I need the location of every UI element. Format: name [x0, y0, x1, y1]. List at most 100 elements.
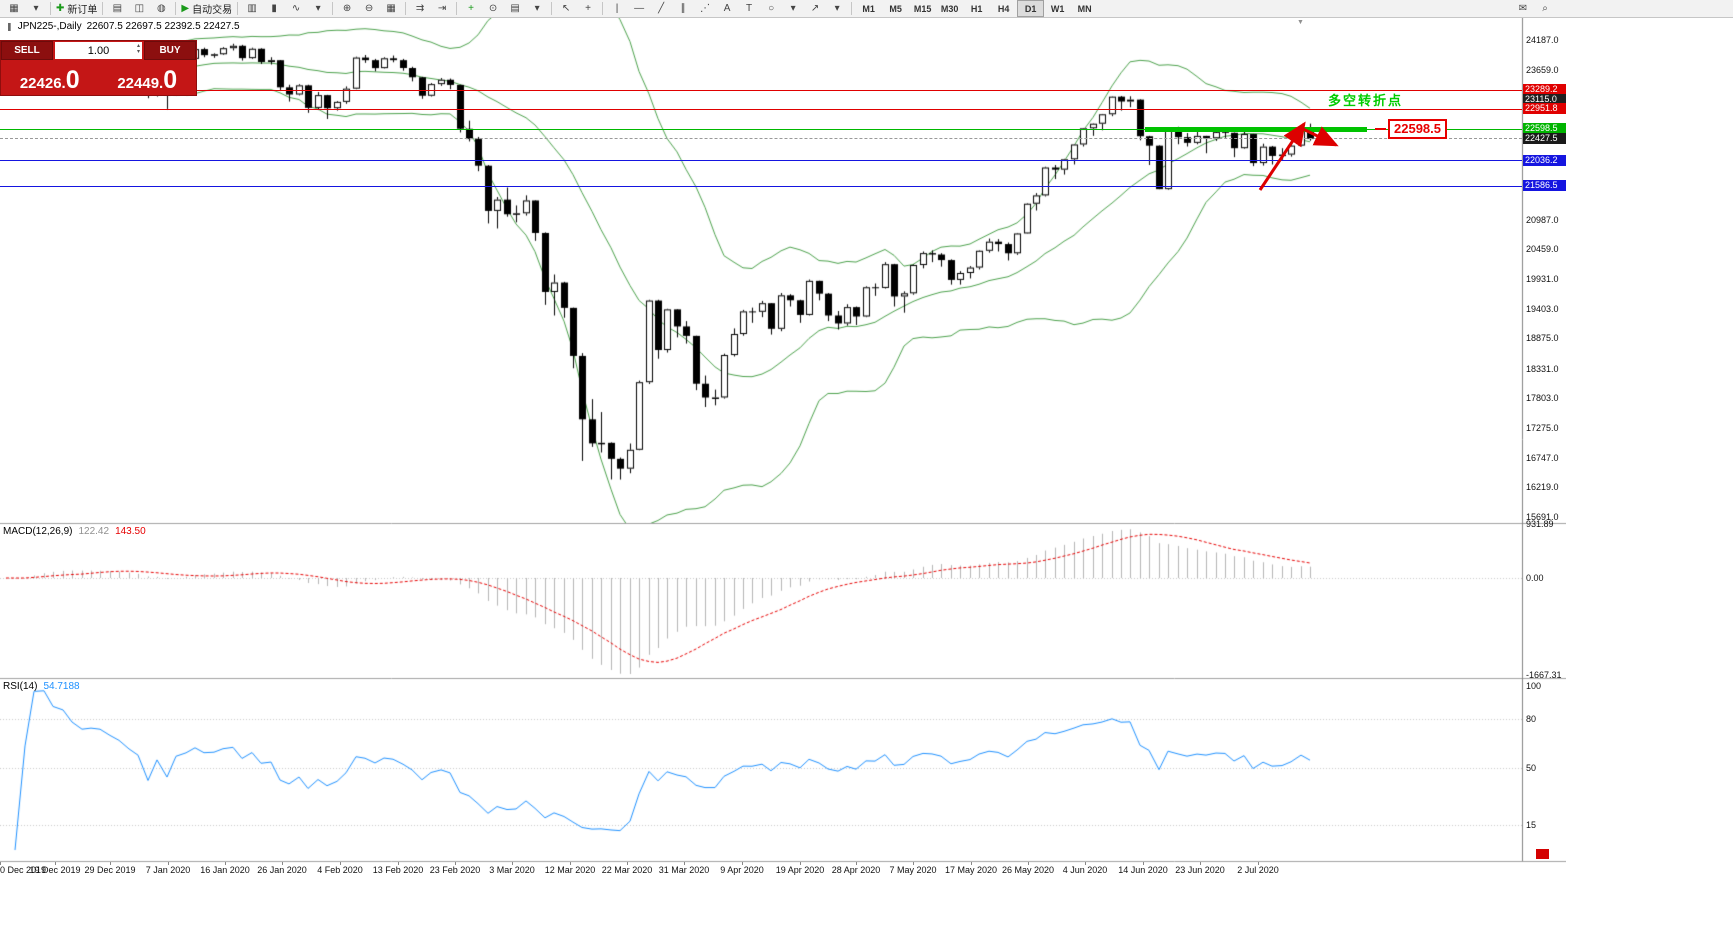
buy-button[interactable]: BUY: [144, 41, 196, 60]
price-label-23115.0: 23115.0: [1523, 94, 1566, 105]
timeframe-m15[interactable]: M15: [913, 3, 932, 14]
timeframe-d1[interactable]: D1: [1017, 0, 1045, 17]
alert-icon[interactable]: [1536, 849, 1549, 859]
price-label-21586.5: 21586.5: [1523, 180, 1566, 191]
chart-window: ▼ ❚ JPN225-,Daily 22607.5 22697.5 22392.…: [0, 18, 1566, 940]
price-axis-label: 16219.0: [1526, 482, 1559, 493]
chart-shift-icon[interactable]: ⇥: [431, 1, 453, 16]
add-indicator-icon[interactable]: +: [460, 1, 482, 16]
hline-22951.8[interactable]: [0, 109, 1522, 110]
charts-group-icon[interactable]: ▤: [106, 1, 128, 16]
timeframe-mn[interactable]: MN: [1077, 3, 1092, 14]
chart-ohlc: 22607.5 22697.5 22392.5 22427.5: [86, 21, 240, 32]
time-axis-label: 2 Jul 2020: [1237, 865, 1279, 875]
time-axis-tick: [1258, 862, 1259, 865]
price-axis-label: 23659.0: [1526, 64, 1559, 75]
tile-windows-icon[interactable]: ▦: [380, 1, 402, 16]
hline-22427.5[interactable]: [0, 138, 1522, 139]
time-axis-tick: [742, 862, 743, 865]
rsi-name: RSI(14): [3, 681, 38, 692]
arrows-dropdown-icon[interactable]: ▾: [826, 1, 848, 16]
time-axis-label: 31 Mar 2020: [658, 865, 710, 875]
chat-icon[interactable]: ✉: [1512, 1, 1534, 16]
macd-name: MACD(12,26,9): [3, 526, 73, 537]
arrows-icon: ↗: [810, 3, 820, 14]
highlight-trendline[interactable]: [1145, 127, 1367, 132]
timeframe-m30[interactable]: M30: [940, 3, 959, 14]
chart-type-dropdown-icon[interactable]: ▾: [307, 1, 329, 16]
turning-point-annotation[interactable]: 多空转折点: [1328, 93, 1404, 108]
time-axis-tick: [570, 862, 571, 865]
spin-down-icon[interactable]: ▾: [136, 49, 140, 55]
volume-spin-buttons[interactable]: ▴ ▾: [137, 43, 140, 55]
auto-scroll-icon[interactable]: ⇉: [409, 1, 431, 16]
shapes-dropdown-icon[interactable]: ▾: [782, 1, 804, 16]
chart-window-icon[interactable]: ▦: [3, 1, 25, 16]
channel-icon[interactable]: ∥: [672, 1, 694, 16]
trendline-icon[interactable]: ╱: [650, 1, 672, 16]
hline-23289.2[interactable]: [0, 90, 1522, 91]
volume-stepper[interactable]: 1.00 ▴ ▾: [55, 42, 142, 59]
fibonacci-icon[interactable]: ⋰: [694, 1, 716, 16]
toolbar-separator: [175, 2, 177, 15]
one-click-trading-panel: SELL 1.00 ▴ ▾ BUY 22426. 0 22449. 0: [0, 40, 197, 96]
chart-canvas[interactable]: [0, 18, 1566, 940]
shapes-icon: ○: [768, 3, 775, 14]
crosshair-icon[interactable]: +: [577, 1, 599, 16]
market-watch-icon[interactable]: ◍: [150, 1, 172, 16]
time-axis-tick: [225, 862, 226, 865]
periods-icon[interactable]: ⊙: [482, 1, 504, 16]
line-chart-icon[interactable]: ∿: [285, 1, 307, 16]
profiles-icon: ◫: [134, 3, 145, 14]
cursor-icon[interactable]: ↖: [555, 1, 577, 16]
templates-icon[interactable]: ▤: [504, 1, 526, 16]
autotrading-button[interactable]: ▶ 自动交易: [179, 1, 234, 16]
timeframe-m1[interactable]: M1: [862, 3, 875, 14]
time-axis-tick: [1143, 862, 1144, 865]
hline-21586.5[interactable]: [0, 186, 1522, 187]
add-indicator-icon: +: [468, 3, 475, 14]
text-label-icon: T: [746, 3, 753, 14]
price-axis-label: 16747.0: [1526, 452, 1559, 463]
price-label-23289.2: 23289.2: [1523, 84, 1566, 95]
chart-shift-icon: ⇥: [437, 3, 447, 14]
text-icon[interactable]: A: [716, 1, 738, 16]
zoom-out-icon[interactable]: ⊖: [358, 1, 380, 16]
window-dropdown-icon[interactable]: ▾: [25, 1, 47, 16]
timeframe-m5[interactable]: M5: [889, 3, 902, 14]
buy-price[interactable]: 22449. 0: [99, 60, 197, 95]
sell-button[interactable]: SELL: [1, 41, 53, 60]
hline-22036.2[interactable]: [0, 160, 1522, 161]
candlestick-chart-icon[interactable]: ▮: [263, 1, 285, 16]
toolbar-separator: [237, 2, 239, 15]
time-axis-label: 22 Mar 2020: [601, 865, 653, 875]
timeframe-h1[interactable]: H1: [970, 3, 983, 14]
price-callout[interactable]: 22598.5: [1388, 119, 1447, 139]
hline-22598.5[interactable]: [0, 129, 1522, 130]
toolbar-separator: [50, 2, 51, 15]
shapes-icon[interactable]: ○: [760, 1, 782, 16]
horizontal-line-icon[interactable]: —: [628, 1, 650, 16]
new-order-button[interactable]: ✚ 新订单: [54, 1, 99, 16]
chart-symbol-period: JPN225-,Daily: [17, 21, 82, 32]
arrows-icon[interactable]: ↗: [804, 1, 826, 16]
time-axis-label: 13 Feb 2020: [372, 865, 424, 875]
spin-up-icon[interactable]: ▴: [136, 43, 140, 49]
bar-chart-icon: ▥: [247, 3, 257, 14]
macd-axis-label: 931.89: [1526, 519, 1554, 530]
toolbar-separator: [851, 2, 853, 15]
profiles-icon[interactable]: ◫: [128, 1, 150, 16]
zoom-in-icon[interactable]: ⊕: [336, 1, 358, 16]
text-label-icon[interactable]: T: [738, 1, 760, 16]
vertical-line-icon[interactable]: |: [606, 1, 628, 16]
templates-dropdown-icon[interactable]: ▾: [526, 1, 548, 16]
price-axis-label: 19931.0: [1526, 273, 1559, 284]
search-icon[interactable]: ⌕: [1534, 1, 1556, 16]
time-axis-tick: [1028, 862, 1029, 865]
sell-price[interactable]: 22426. 0: [1, 60, 99, 95]
timeframe-h4[interactable]: H4: [997, 3, 1010, 14]
bar-chart-icon[interactable]: ▥: [241, 1, 263, 16]
price-axis-label: 17803.0: [1526, 393, 1559, 404]
timeframe-w1[interactable]: W1: [1050, 3, 1065, 14]
time-axis-label: 9 Apr 2020: [720, 865, 764, 875]
